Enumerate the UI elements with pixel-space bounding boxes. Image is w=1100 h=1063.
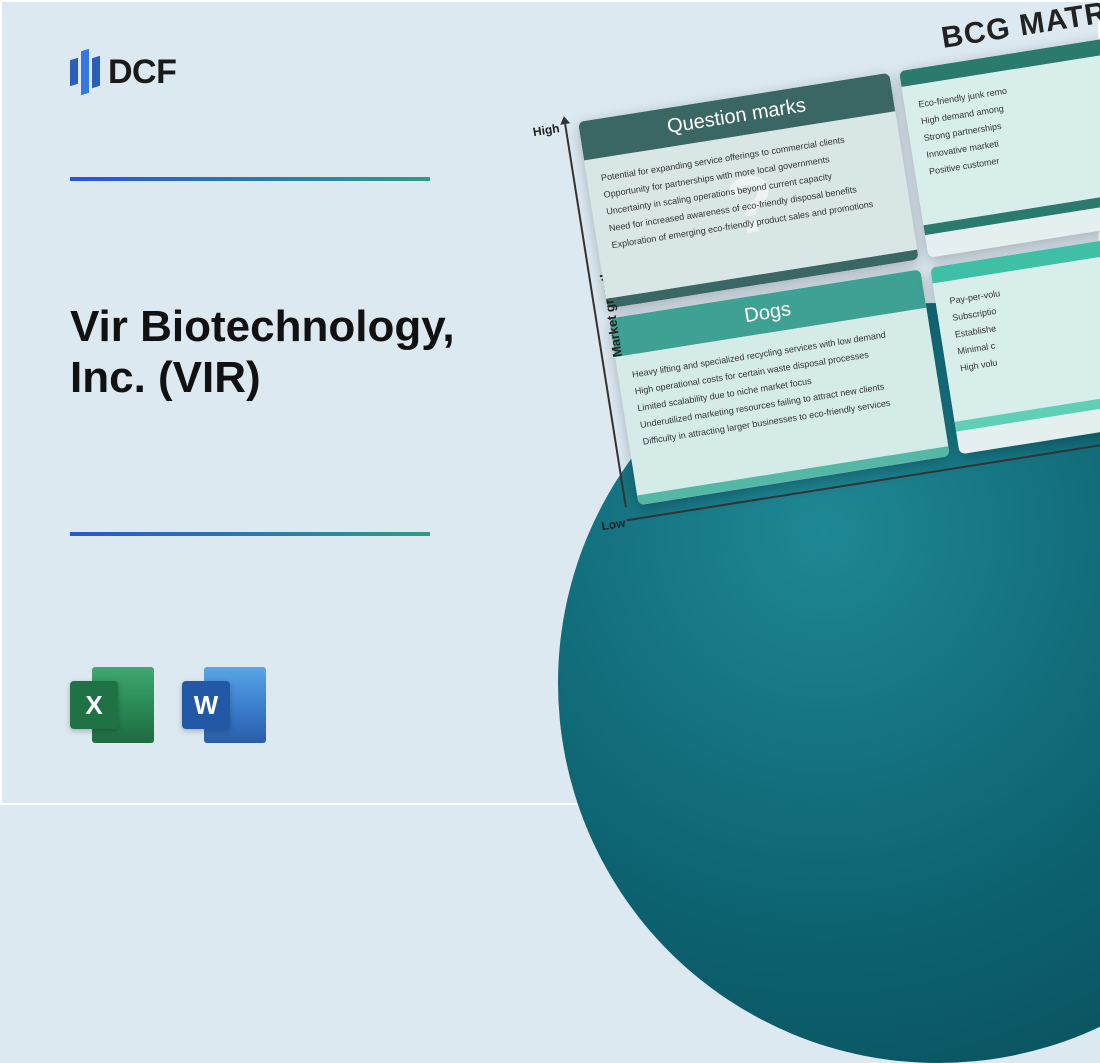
divider-bottom: [70, 532, 430, 536]
axis-high-label: High: [532, 121, 561, 139]
file-icons: X W: [70, 663, 266, 747]
excel-icon[interactable]: X: [70, 663, 154, 747]
quadrant-question-marks: Question marks ? Potential for expanding…: [578, 73, 919, 309]
quadrant-stars: Eco-friendly junk remoHigh demand amongS…: [899, 22, 1100, 258]
page-title: Vir Biotechnology, Inc. (VIR): [70, 302, 520, 403]
bcg-matrix: BCG MATRIX Market growth High Low Questi…: [578, 22, 1100, 505]
logo: DCF: [70, 50, 176, 94]
logo-icon: [70, 50, 100, 94]
quadrant-cash-cows: Pay-per-voluSubscriptioEstablisheMinimal…: [930, 218, 1100, 454]
divider-top: [70, 177, 430, 181]
word-icon[interactable]: W: [182, 663, 266, 747]
logo-text: DCF: [108, 53, 176, 92]
